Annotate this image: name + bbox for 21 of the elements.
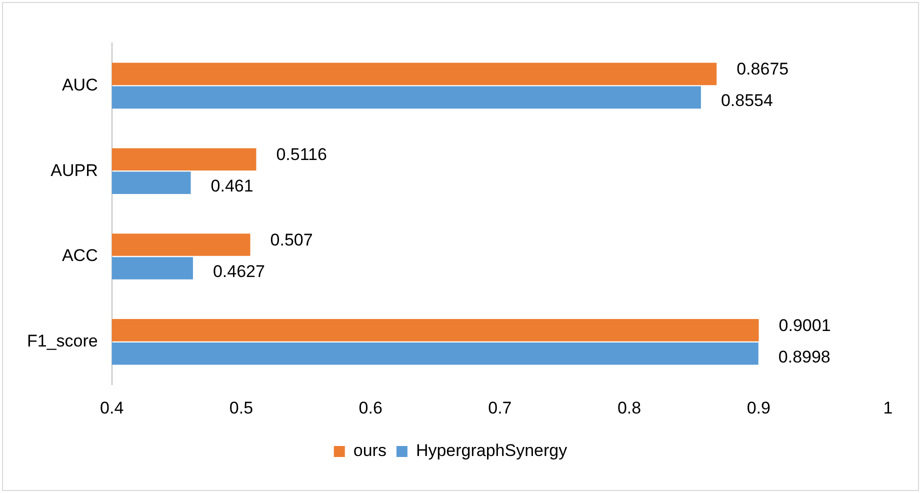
data-label: 0.5116 (276, 145, 327, 164)
y-tick-label: AUC (62, 75, 98, 94)
x-tick-label: 0.7 (488, 398, 512, 418)
x-tick-label: 0.4 (100, 398, 124, 418)
x-tick-label: 1 (883, 398, 893, 418)
x-tick-label: 0.8 (617, 398, 642, 418)
x-tick-label: 0.9 (746, 398, 770, 418)
data-label: 0.8998 (778, 347, 830, 366)
data-label: 0.4627 (212, 262, 265, 281)
x-tick-label: 0.6 (358, 398, 382, 418)
legend-label: ours (353, 441, 386, 460)
data-label: 0.8675 (736, 60, 789, 79)
x-tick-label: 0.5 (229, 398, 254, 418)
y-tick-label: F1_score (26, 332, 98, 351)
y-tick-label: ACC (62, 246, 98, 266)
y-tick-label: AUPR (50, 160, 98, 180)
data-label: 0.507 (270, 230, 313, 250)
data-label: 0.461 (210, 176, 254, 196)
data-label: 0.8554 (720, 91, 773, 110)
data-label: 0.9001 (778, 316, 831, 335)
legend-label: HypergraphSynergy (416, 441, 568, 460)
